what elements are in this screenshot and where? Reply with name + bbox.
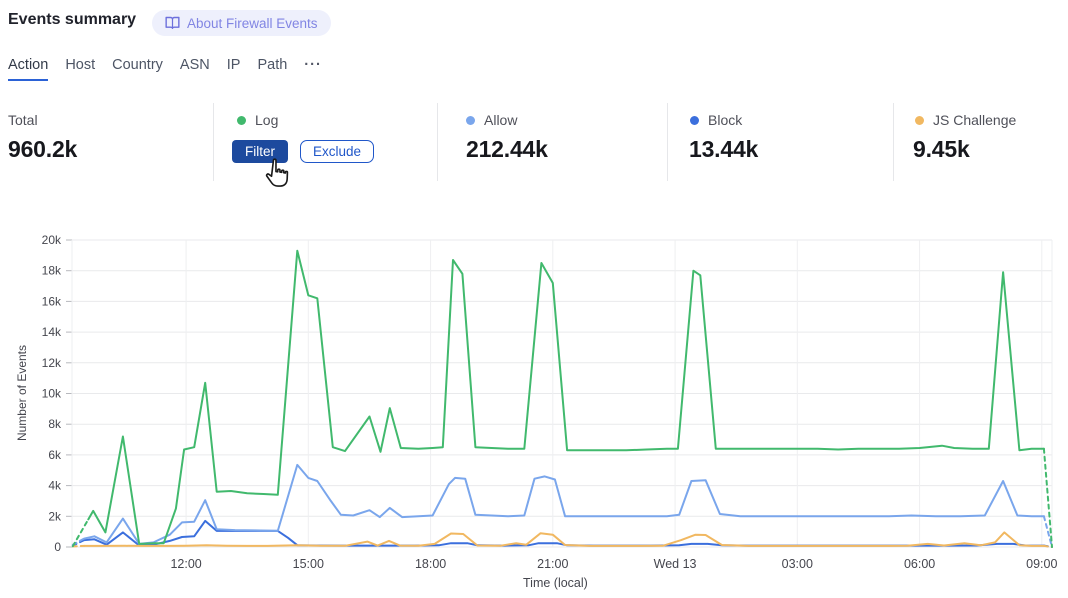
tab-ip[interactable]: IP <box>226 57 241 73</box>
series-allow-dash-end <box>1042 515 1053 548</box>
js-challenge-value: 9.45k <box>913 136 970 162</box>
series-log-line <box>87 249 1045 545</box>
stats-divider <box>893 103 894 181</box>
x-tick-label: 18:00 <box>415 557 446 571</box>
y-tick-label: 0 <box>54 540 61 554</box>
series-log-dash-end <box>1042 447 1053 548</box>
page-title: Events summary <box>8 11 137 28</box>
series-block-line <box>83 519 1045 547</box>
js-challenge-color-dot <box>915 115 924 125</box>
y-tick-label: 2k <box>48 509 62 523</box>
total-label: Total <box>8 112 38 128</box>
mouse-pointer-icon <box>265 158 289 187</box>
x-tick-label: Wed 13 <box>654 557 697 571</box>
series-js-challenge-line <box>83 531 1045 547</box>
filter-button[interactable]: Filter <box>232 140 288 163</box>
x-tick-label: 21:00 <box>537 557 568 571</box>
log-color-dot <box>237 115 246 125</box>
y-tick-label: 8k <box>48 417 62 431</box>
tab-more-ellipsis[interactable]: ··· <box>304 57 322 73</box>
series-allow-line <box>83 463 1045 545</box>
series-js-challenge-dash-end <box>1042 544 1053 548</box>
stats-divider <box>437 103 438 181</box>
allow-value: 212.44k <box>466 136 548 162</box>
tab-action[interactable]: Action <box>8 57 49 81</box>
y-tick-label: 10k <box>42 387 62 401</box>
about-firewall-events-link[interactable]: About Firewall Events <box>152 10 331 36</box>
book-icon <box>165 16 180 30</box>
total-value: 960.2k <box>8 136 78 162</box>
allow-stat-label: Allow <box>466 112 517 128</box>
dimension-tabs: Action Host Country ASN IP Path ··· <box>8 57 322 81</box>
stats-divider <box>213 103 214 181</box>
x-tick-label: 06:00 <box>904 557 935 571</box>
tab-asn[interactable]: ASN <box>179 57 210 73</box>
block-stat-label: Block <box>690 112 742 128</box>
block-value: 13.44k <box>689 136 759 162</box>
js-challenge-stat-label: JS Challenge <box>915 112 1016 128</box>
x-axis-title: Time (local) <box>523 576 588 590</box>
y-tick-label: 16k <box>42 294 62 308</box>
tab-host[interactable]: Host <box>65 57 96 73</box>
series-log-dash-start <box>71 518 90 548</box>
about-badge-label: About Firewall Events <box>187 15 318 31</box>
x-tick-label: 15:00 <box>293 557 324 571</box>
y-tick-label: 12k <box>42 356 62 370</box>
log-action-buttons: Filter Exclude <box>232 140 375 163</box>
stats-divider <box>667 103 668 181</box>
exclude-button[interactable]: Exclude <box>300 140 375 163</box>
tab-country[interactable]: Country <box>112 57 163 73</box>
y-tick-label: 6k <box>48 448 62 462</box>
x-tick-label: 09:00 <box>1026 557 1057 571</box>
tab-path[interactable]: Path <box>257 57 288 73</box>
y-tick-label: 20k <box>42 233 62 247</box>
block-color-dot <box>690 115 699 125</box>
y-tick-label: 14k <box>42 325 62 339</box>
x-tick-label: 12:00 <box>170 557 201 571</box>
log-stat-label: Log <box>237 112 278 128</box>
x-tick-label: 03:00 <box>782 557 813 571</box>
y-tick-label: 18k <box>42 264 62 278</box>
series-js-challenge-dash-start <box>71 544 86 548</box>
allow-color-dot <box>466 115 475 125</box>
y-tick-label: 4k <box>48 479 62 493</box>
